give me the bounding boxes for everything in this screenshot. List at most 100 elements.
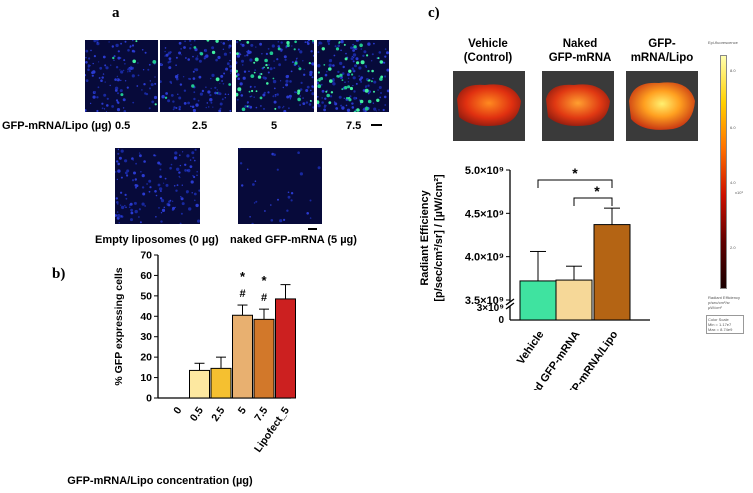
nucleus-dot [211, 73, 215, 77]
nucleus-dot [157, 161, 161, 165]
nucleus-dot [203, 48, 208, 53]
dose-label-5: 5 [271, 120, 278, 132]
nucleus-dot [384, 104, 387, 106]
nucleus-dot [334, 45, 337, 48]
nucleus-dot [122, 107, 125, 109]
nucleus-dot [271, 44, 275, 48]
nucleus-dot [371, 53, 374, 56]
nucleus-dot [105, 111, 108, 112]
nucleus-dot [191, 192, 193, 194]
nucleus-dot [176, 184, 179, 186]
gfp-cell-dot [236, 52, 239, 55]
nucleus-dot [180, 212, 183, 215]
nucleus-dot [184, 163, 187, 166]
nucleus-dot [176, 77, 179, 81]
gfp-cell-dot [308, 62, 311, 65]
nucleus-dot [350, 46, 353, 50]
nucleus-dot [299, 104, 301, 106]
colorbar-footer-3: µW/cm² [708, 305, 722, 310]
nucleus-dot [209, 94, 212, 97]
nucleus-dot [154, 82, 157, 85]
nucleus-dot [130, 218, 133, 222]
panel-a-letter: a [112, 5, 120, 21]
nucleus-dot [277, 45, 281, 48]
ivis-signal-vehicle [457, 84, 521, 126]
nucleus-dot [110, 64, 112, 66]
nucleus-dot [347, 81, 350, 83]
nucleus-dot [160, 190, 162, 192]
gfp-cell-dot [266, 82, 269, 85]
gfp-cell-dot [211, 50, 216, 55]
nucleus-dot [120, 215, 123, 218]
nucleus-dot [342, 65, 345, 69]
nucleus-dot [128, 70, 131, 73]
nucleus-dot [355, 40, 359, 42]
nucleus-dot [363, 50, 367, 54]
nucleus-dot [124, 159, 128, 163]
nucleus-dot [215, 58, 218, 62]
nucleus-dot [92, 62, 94, 65]
nucleus-dot [116, 216, 120, 220]
nucleus-dot [183, 46, 186, 49]
nucleus-dot [165, 92, 168, 95]
nucleus-dot [289, 80, 292, 83]
nucleus-dot [205, 54, 209, 58]
nucleus-dot [194, 159, 196, 162]
significance-star-1: * [572, 165, 578, 181]
scale-bar [371, 124, 382, 126]
nucleus-dot [117, 56, 121, 60]
nucleus-dot [106, 104, 109, 107]
ivis-label-vehicle-line2: (Control) [463, 52, 513, 64]
nucleus-dot [378, 109, 380, 111]
nucleus-dot [323, 108, 326, 112]
nucleus-dot [321, 101, 324, 104]
nucleus-dot [130, 211, 134, 215]
nucleus-dot [125, 197, 128, 200]
nucleus-dot [263, 107, 265, 110]
nucleus-dot [185, 190, 189, 194]
nucleus-dot [236, 41, 239, 44]
nucleus-dot [132, 40, 134, 42]
nucleus-dot [192, 55, 194, 58]
nucleus-dot [352, 53, 357, 57]
naked-mrna-label: naked GFP-mRNA (5 µg) [230, 234, 357, 246]
nucleus-dot [115, 214, 117, 217]
nucleus-dot [117, 214, 121, 218]
gfp-cell-dot [263, 66, 265, 69]
nucleus-dot [95, 40, 99, 42]
nucleus-dot [207, 106, 210, 108]
gfp-cell-dot [318, 77, 321, 81]
nucleus-dot [125, 206, 127, 209]
nucleus-dot [386, 89, 389, 93]
nucleus-dot [137, 74, 140, 77]
gfp-cell-dot [253, 61, 256, 64]
nucleus-dot [351, 102, 354, 105]
nucleus-dot [129, 46, 131, 48]
nucleus-dot [386, 51, 389, 55]
nucleus-dot [341, 72, 345, 75]
nucleus-dot [127, 49, 130, 52]
gfp-cell-dot [265, 63, 268, 67]
gfp-cell-dot [377, 57, 380, 60]
nucleus-dot [305, 89, 309, 92]
nucleus-dot [136, 85, 139, 87]
nucleus-dot [286, 209, 289, 212]
nucleus-dot [179, 164, 182, 167]
nucleus-dot [117, 50, 120, 53]
nucleus-dot [250, 43, 254, 47]
nucleus-dot [193, 175, 196, 179]
gfp-cell-dot [335, 47, 340, 51]
gfp-cell-dot [344, 57, 348, 61]
nucleus-dot [219, 82, 221, 84]
nucleus-dot [372, 77, 374, 80]
nucleus-dot [190, 44, 192, 46]
nucleus-dot [320, 83, 323, 86]
gfp-cell-dot [293, 48, 296, 51]
nucleus-dot [355, 82, 358, 85]
nucleus-dot [131, 44, 135, 47]
gfp-cell-dot [348, 98, 352, 102]
nucleus-dot [309, 217, 312, 219]
nucleus-dot [90, 49, 92, 52]
nucleus-dot [242, 76, 246, 80]
nucleus-dot [114, 78, 117, 81]
